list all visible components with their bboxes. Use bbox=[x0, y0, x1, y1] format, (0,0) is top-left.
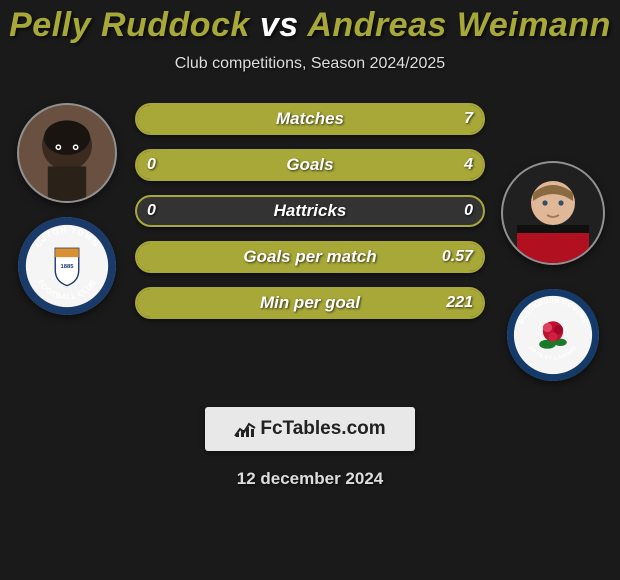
player1-column: LUTON TOWN FOOTBALL CLUB 1885 bbox=[7, 103, 127, 315]
player2-club-crest: BLACKBURN ROVERS ARTE ET LABORE bbox=[507, 289, 599, 381]
main-row: LUTON TOWN FOOTBALL CLUB 1885 Matches70G… bbox=[0, 103, 620, 383]
page-title: Pelly Ruddock vs Andreas Weimann bbox=[9, 6, 611, 45]
brand-logo: FcTables.com bbox=[234, 418, 385, 440]
player2-avatar bbox=[501, 161, 605, 265]
comparison-card: Pelly Ruddock vs Andreas Weimann Club co… bbox=[0, 0, 620, 580]
stat-label: Min per goal bbox=[137, 289, 483, 317]
stat-pill: 0Goals4 bbox=[135, 149, 485, 181]
stat-value-right: 221 bbox=[446, 289, 473, 317]
stat-label: Goals bbox=[137, 151, 483, 179]
player2-column: BLACKBURN ROVERS ARTE ET LABORE bbox=[493, 103, 613, 381]
player2-name: Andreas Weimann bbox=[307, 6, 611, 44]
brand-box: FcTables.com bbox=[205, 407, 415, 451]
stats-column: Matches70Goals40Hattricks0Goals per matc… bbox=[135, 103, 485, 319]
subtitle: Club competitions, Season 2024/2025 bbox=[175, 55, 445, 73]
player1-avatar bbox=[17, 103, 117, 203]
stat-label: Hattricks bbox=[137, 197, 483, 225]
player1-name: Pelly Ruddock bbox=[9, 6, 250, 44]
stat-label: Matches bbox=[137, 105, 483, 133]
chart-icon bbox=[234, 420, 256, 438]
svg-text:1885: 1885 bbox=[60, 264, 74, 270]
player1-club-crest: LUTON TOWN FOOTBALL CLUB 1885 bbox=[18, 217, 116, 315]
stat-value-right: 7 bbox=[464, 105, 473, 133]
stat-pill: Min per goal221 bbox=[135, 287, 485, 319]
stat-label: Goals per match bbox=[137, 243, 483, 271]
date-text: 12 december 2024 bbox=[237, 469, 384, 489]
stat-value-right: 0.57 bbox=[442, 243, 473, 271]
stat-pill: Matches7 bbox=[135, 103, 485, 135]
stat-value-right: 4 bbox=[464, 151, 473, 179]
vs-text: vs bbox=[260, 6, 299, 44]
brand-text: FcTables.com bbox=[260, 418, 385, 440]
stat-pill: 0Hattricks0 bbox=[135, 195, 485, 227]
stat-value-right: 0 bbox=[464, 197, 473, 225]
stat-pill: Goals per match0.57 bbox=[135, 241, 485, 273]
